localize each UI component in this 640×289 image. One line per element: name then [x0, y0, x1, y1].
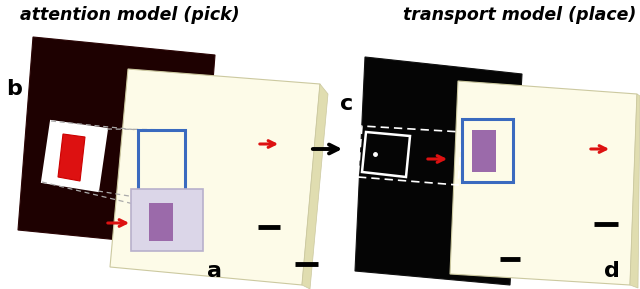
Text: d: d — [604, 261, 620, 281]
Text: b: b — [6, 79, 22, 99]
Text: c: c — [340, 94, 353, 114]
Text: a: a — [207, 261, 223, 281]
Polygon shape — [355, 57, 522, 285]
Polygon shape — [302, 84, 328, 289]
Text: transport model (place): transport model (place) — [403, 6, 637, 24]
Polygon shape — [450, 81, 637, 285]
Polygon shape — [630, 94, 640, 288]
Bar — [149, 203, 173, 241]
Polygon shape — [18, 37, 215, 248]
Polygon shape — [58, 134, 85, 181]
Bar — [462, 119, 513, 182]
Bar — [138, 130, 185, 205]
Bar — [131, 189, 203, 251]
Polygon shape — [362, 132, 410, 177]
Text: attention model (pick): attention model (pick) — [20, 6, 240, 24]
Polygon shape — [42, 121, 107, 191]
Polygon shape — [110, 69, 320, 285]
Bar — [472, 130, 496, 172]
